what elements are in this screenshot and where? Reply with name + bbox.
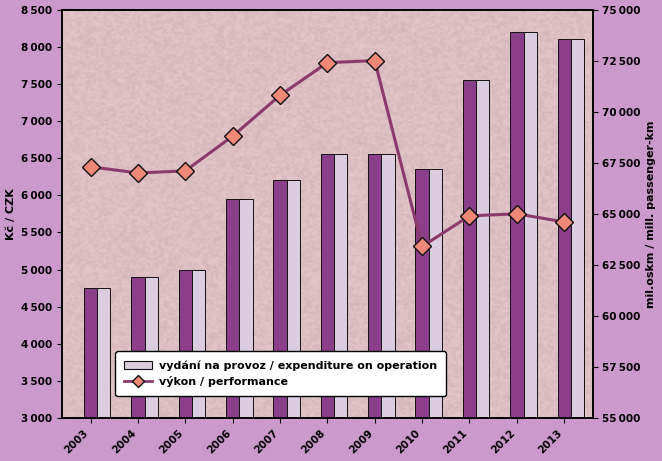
Bar [510, 32, 524, 418]
Bar [239, 199, 252, 418]
Bar [273, 180, 287, 418]
Bar [287, 180, 300, 418]
Bar [416, 169, 429, 418]
Bar [131, 277, 144, 418]
Y-axis label: mil.oskm / mill. passenger-km: mil.oskm / mill. passenger-km [647, 120, 657, 307]
Bar [557, 39, 571, 418]
Bar [321, 154, 334, 418]
Bar [429, 169, 442, 418]
Bar [334, 154, 348, 418]
Bar [97, 288, 111, 418]
Y-axis label: Kč / CZK: Kč / CZK [5, 188, 15, 240]
Bar [84, 288, 97, 418]
Bar [192, 270, 205, 418]
Legend: vydání na provoz / expenditure on operation, výkon / performance: vydání na provoz / expenditure on operat… [115, 351, 446, 396]
Bar [144, 277, 158, 418]
Bar [179, 270, 192, 418]
Bar [463, 80, 476, 418]
Bar [571, 39, 584, 418]
Bar [524, 32, 537, 418]
Bar [226, 199, 239, 418]
Bar [368, 154, 381, 418]
Bar [476, 80, 489, 418]
Bar [381, 154, 395, 418]
